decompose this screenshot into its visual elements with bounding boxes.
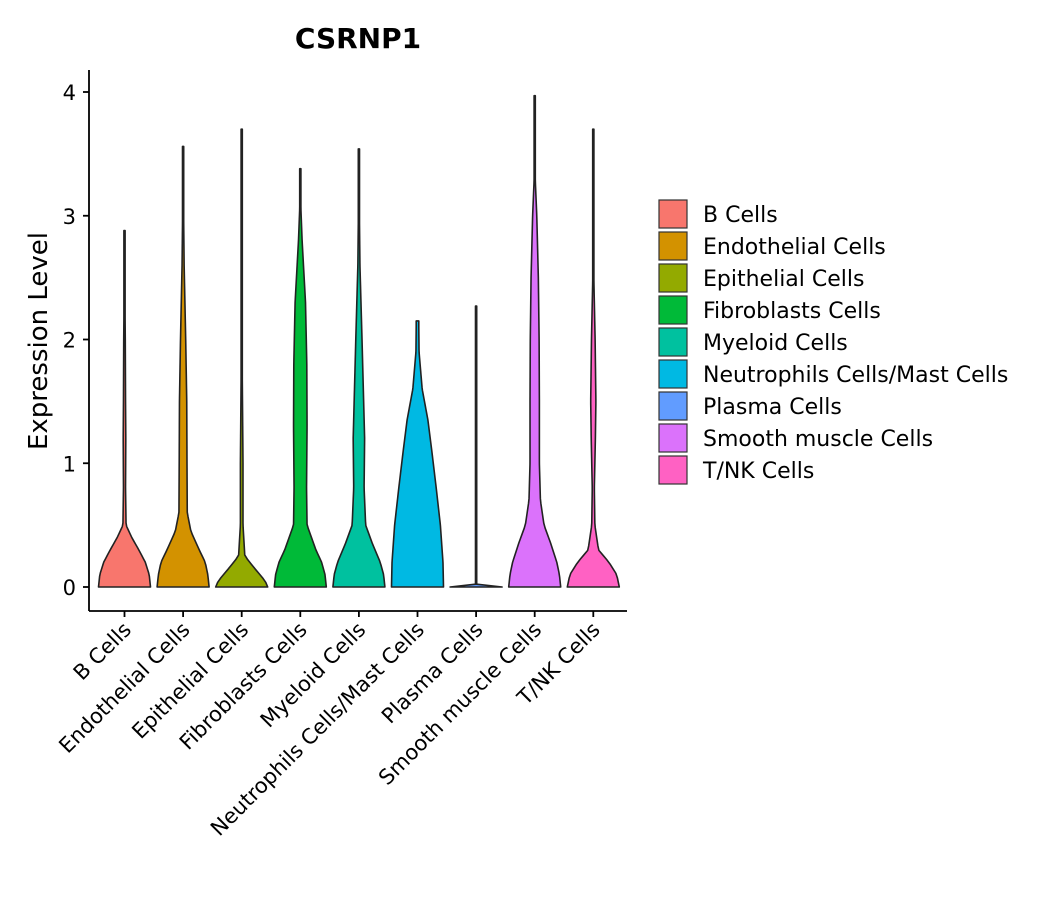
legend-label: Endothelial Cells	[703, 235, 886, 260]
violin-fibroblasts-cells	[273, 167, 328, 588]
legend-label: T/NK Cells	[702, 459, 814, 484]
legend-label: Myeloid Cells	[703, 331, 848, 356]
y-tick-label: 2	[63, 329, 76, 353]
x-tick-label: Plasma Cells	[377, 618, 488, 729]
legend-label: Epithelial Cells	[703, 267, 864, 292]
legend-label: Fibroblasts Cells	[703, 299, 881, 324]
y-tick-label: 0	[63, 576, 76, 600]
violin-myeloid-cells	[332, 148, 386, 588]
violin-smooth-muscle-cells	[507, 94, 562, 588]
legend-label: Plasma Cells	[703, 395, 842, 420]
y-axis-title: Expression Level	[24, 232, 54, 450]
violin-b-cells	[97, 229, 152, 588]
legend-swatch	[658, 231, 688, 261]
legend-swatch	[658, 295, 688, 325]
legend-label: B Cells	[703, 203, 778, 228]
violin-epithelial-cells	[214, 128, 269, 588]
x-tick-label: Neutrophils Cells/Mast Cells	[206, 618, 429, 841]
chart-title: CSRNP1	[295, 22, 421, 55]
x-tick-label: Myeloid Cells	[256, 618, 371, 733]
legend-label: Neutrophils Cells/Mast Cells	[703, 363, 1008, 388]
violin-plasma-cells	[449, 305, 503, 588]
y-tick-label: 3	[63, 205, 76, 229]
violin-endothelial-cells	[156, 145, 210, 588]
legend: B Cells Endothelial Cells Epithelial Cells…	[658, 199, 1008, 485]
legend-swatch	[658, 455, 688, 485]
y-tick-label: 1	[63, 452, 76, 476]
legend-swatch	[658, 391, 688, 421]
violin-neutrophils-cells-mast-cells	[390, 320, 445, 588]
legend-swatch	[658, 327, 688, 357]
legend-swatch	[658, 263, 688, 293]
legend-swatch	[658, 423, 688, 453]
legend-swatch	[658, 199, 688, 229]
y-tick-label: 4	[63, 81, 76, 105]
legend-label: Smooth muscle Cells	[703, 427, 933, 452]
violin-t-nk-cells	[566, 128, 621, 588]
legend-swatch	[658, 359, 688, 389]
